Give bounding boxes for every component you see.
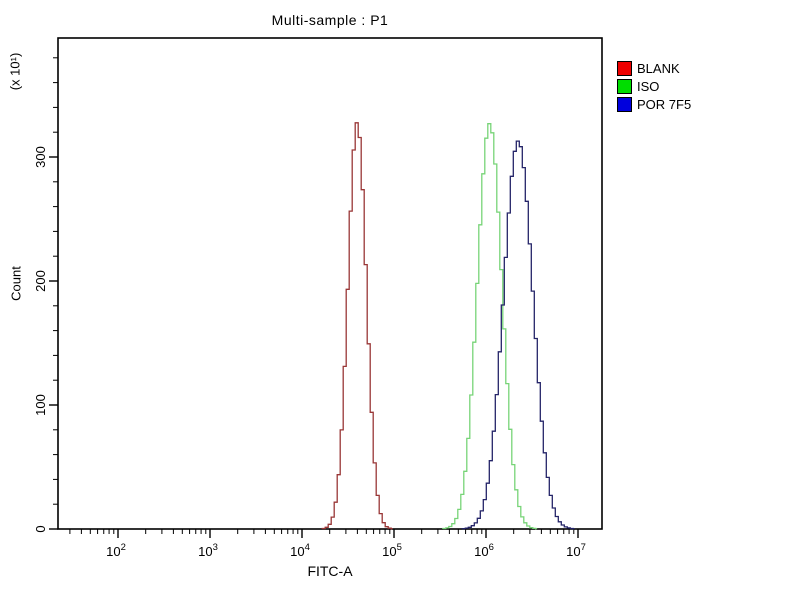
curve-blank — [321, 122, 393, 530]
legend-item-blank: BLANK — [617, 61, 691, 76]
x-tick-label: 106 — [474, 542, 494, 559]
plot-title: Multi-sample : P1 — [271, 12, 389, 28]
legend-label-blank: BLANK — [637, 60, 680, 76]
legend-label-por7f5: POR 7F5 — [637, 96, 692, 112]
curve-iso — [442, 123, 538, 530]
y-tick-label: 0 — [33, 525, 48, 532]
x-tick-label: 105 — [382, 542, 402, 559]
y-tick-label: 200 — [33, 270, 48, 292]
legend: BLANK ISO POR 7F5 — [617, 61, 691, 115]
y-tick-label: 100 — [33, 394, 48, 416]
x-tick-label: 102 — [106, 542, 126, 559]
x-tick-label: 104 — [290, 542, 310, 559]
x-axis-title: FITC-A — [307, 563, 353, 579]
y-tick-label: 300 — [33, 146, 48, 168]
legend-item-iso: ISO — [617, 79, 691, 94]
legend-label-iso: ISO — [637, 78, 660, 94]
legend-swatch-por7f5 — [617, 97, 632, 112]
x-tick-label: 103 — [198, 542, 218, 559]
legend-swatch-iso — [617, 79, 632, 94]
plot-frame — [57, 37, 603, 530]
legend-swatch-blank — [617, 61, 632, 76]
curve-por-7f5 — [461, 140, 575, 530]
legend-item-por7f5: POR 7F5 — [617, 97, 691, 112]
x-tick-label: 107 — [566, 542, 586, 559]
